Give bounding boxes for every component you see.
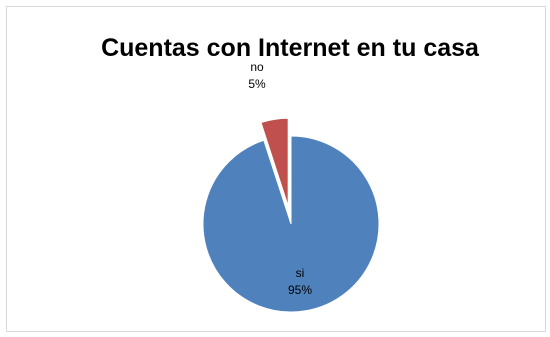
slice-label-si: si: [296, 266, 305, 280]
pie-slice-si: [202, 135, 380, 313]
slice-label-no: no: [250, 60, 264, 74]
pie-slices: [202, 117, 380, 313]
slice-value-label-si: 95%: [288, 283, 312, 297]
chart-title: Cuentas con Internet en tu casa: [101, 34, 480, 62]
pie-chart: Cuentas con Internet en tu casa no 5% si 95…: [101, 34, 480, 313]
pie-labels: no 5% si 95%: [248, 60, 312, 297]
chart-area: Cuentas con Internet en tu casa no 5% si 95…: [6, 6, 546, 332]
pie-slice-no: [260, 117, 289, 207]
slice-value-label-no: 5%: [248, 77, 266, 91]
